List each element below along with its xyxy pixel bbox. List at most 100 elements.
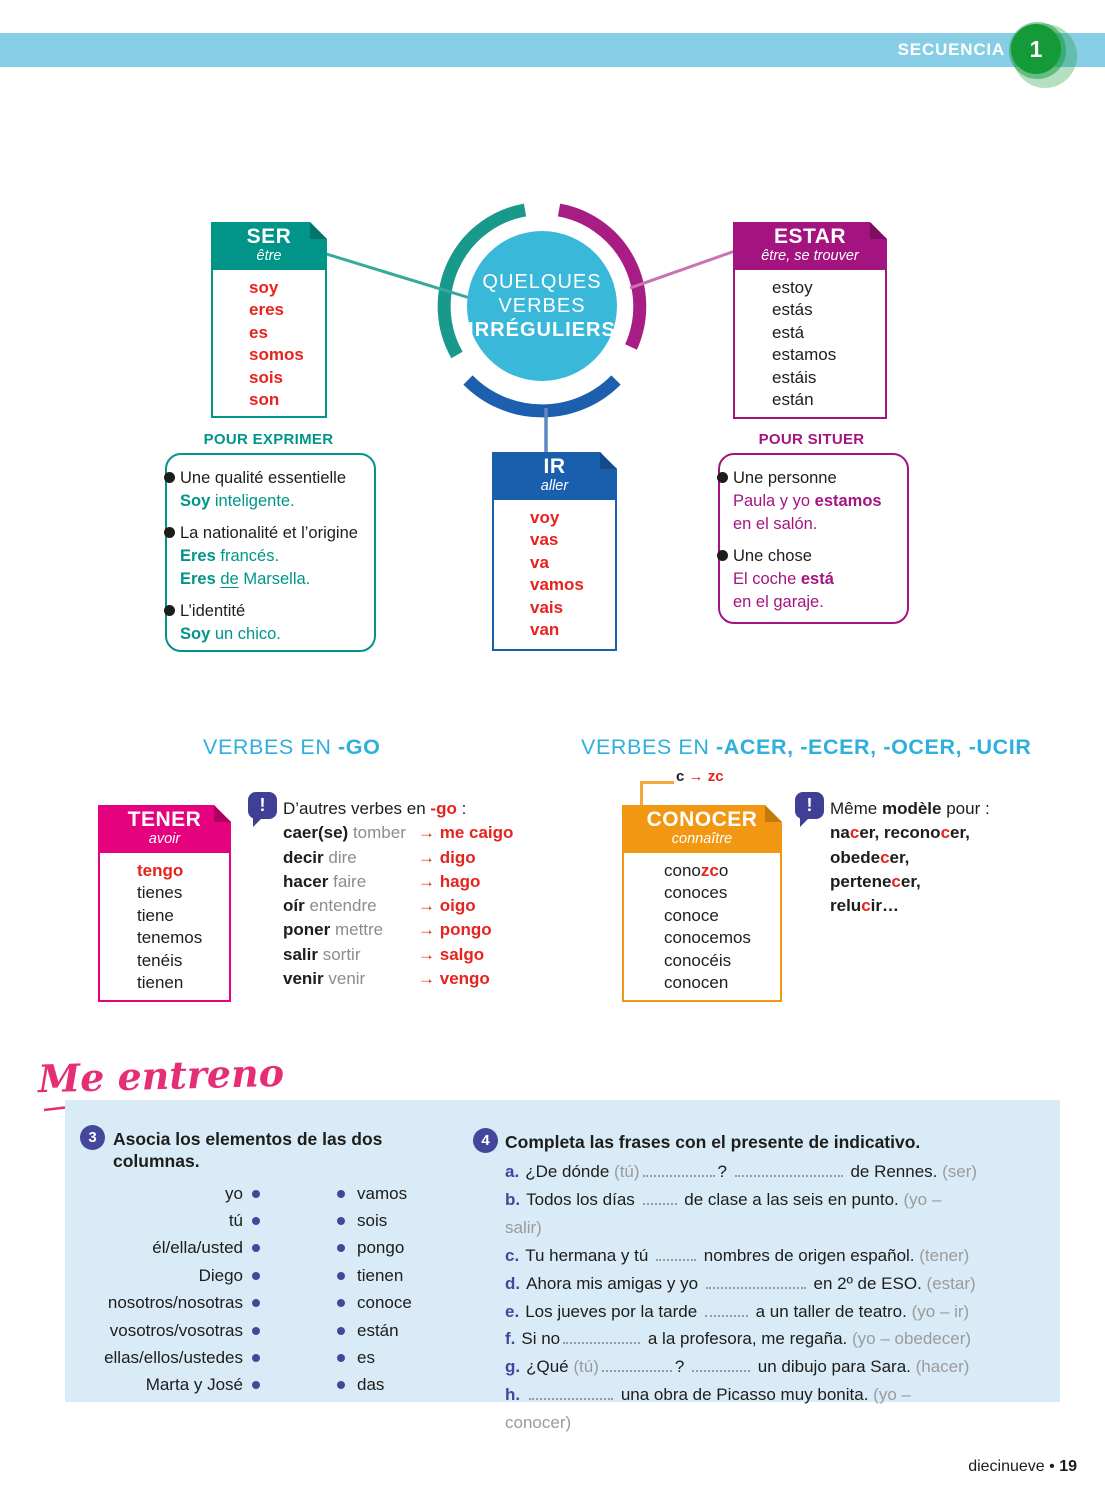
pronoun-label: ellas/ellos/ustedes [104,1348,243,1368]
verb-translation: être, se trouver [761,248,859,264]
pour-exprimer-label: POUR EXPRIMER [203,431,334,448]
verb-pair: venir venir [283,967,418,991]
spanish-verb: caer(se) [283,823,349,843]
yo-form: oigo [439,896,476,916]
text-segment: er, recono [859,823,941,843]
item-letter: f. [505,1329,516,1349]
bullet-dot-icon [164,605,175,616]
folded-corner [870,222,887,239]
yo-form: digo [439,847,476,867]
text-segment: eres [249,300,284,320]
verb-form: vas [530,529,615,551]
conjugated-result: → hago [418,870,573,894]
answer-blank [563,1329,641,1345]
conjugated-result: → me caigo [418,821,573,845]
text-segment: Marsella. [238,570,311,588]
pour-situer-label: POUR SITUER [758,431,865,448]
verb-row: venir venir → vengo [283,967,573,991]
verb-title: CONOCER [646,808,758,831]
verb-box-conocer: CONOCER connaître conozco conoces conoce co… [622,805,782,1002]
text-segment: un dibujo para Sara. [753,1357,916,1377]
yo-form: vengo [439,969,490,989]
same-model-verb-line: pertenecer, [830,870,1060,894]
answer-blank [705,1274,806,1289]
verb-row: poner mettre → pongo [283,918,573,942]
text-segment: (hacer) [915,1357,970,1377]
answer-blank [601,1357,672,1373]
conjugated-result: → oigo [418,894,573,918]
sequence-label: SECUENCIA [897,40,1005,59]
text-segment: c [940,823,951,843]
verb-forms: conozco conoces conoce conocemos conocéis con… [624,853,780,994]
verb-form: vamos [530,574,615,596]
match-row: ellas/ellos/ustedes es [85,1344,412,1371]
verb-form: conoce [664,905,780,927]
same-model-verb-line: relucir… [830,894,1060,918]
item-letter: d. [505,1273,521,1293]
usage-example: en el salón. [733,513,907,536]
text-segment: tienen [137,973,184,993]
usage-example: El coche está [733,568,907,591]
text-segment: tenemos [137,928,203,948]
matching-columns: yo vamos tú sois él/ella/usted pongo Diego tien… [85,1180,412,1399]
usage-item: Une chose El coche está en el garaje. [717,545,907,614]
text-segment: er, [889,847,910,867]
text-segment: tenéis [137,950,183,970]
pronoun-label: nosotros/nosotras [107,1293,243,1313]
pronoun-label: él/ella/usted [152,1238,243,1258]
usage-item-title: L’identité [180,602,246,620]
verb-row: salir sortir → salgo [283,943,573,967]
arrow-icon: → [418,896,440,916]
verb-box-header: ESTAR être, se trouver [733,222,887,270]
usage-item: L’identité Soy un chico. [164,600,374,646]
text-segment: D’autres verbes en [283,799,431,818]
heading-normal: VERBES EN [203,735,339,759]
verb-row: hacer faire → hago [283,870,573,894]
go-verbs-note: D’autres verbes en -go : caer(se) tomber →… [283,797,573,991]
text-segment: c [849,823,860,843]
verb-forms: soy eres es somos sois son [213,270,325,411]
text-segment: (yo – obedecer) [851,1329,972,1349]
arrow-icon: → [418,847,440,867]
verb-form: conoces [664,882,780,904]
usage-item: Une qualité essentielle Soy inteligente. [164,467,374,513]
match-row: nosotros/nosotras conoce [85,1290,412,1317]
verb-forms: estoy estás está estamos estáis están [735,270,885,411]
sentence-item: b. Todos los días de clase a las seis en … [505,1186,980,1242]
ser-connector-line [322,251,471,300]
exclamation-icon: ! [248,792,277,827]
verb-form-label: están [357,1320,399,1340]
sentence-item: g. ¿Qué (tú)? un dibujo para Sara. (hacer… [505,1353,980,1381]
text-segment: sois [249,367,284,387]
text-segment: estoy [772,278,813,297]
usage-item-title: Une personne [733,469,837,487]
exercise-3-number: 3 [80,1125,105,1150]
text-segment: ir… [870,896,899,916]
folded-corner [600,452,617,469]
sentence-item: f. Si no a la profesora, me regaña. (yo –… [505,1325,980,1353]
folded-corner [765,805,782,822]
french-translation: mettre [330,920,384,940]
match-dot-icon [252,1326,260,1335]
spanish-verb: salir [283,944,318,964]
verb-form: conocéis [664,950,780,972]
verb-form-label: conoce [357,1293,412,1313]
page-footer: diecinueve • 19 [968,1458,1077,1476]
text-segment: → [688,768,708,785]
verb-form: sois [249,367,325,389]
verb-form: va [530,552,615,574]
text-segment: estás [772,300,813,320]
text-segment: (estar) [926,1273,976,1293]
verbes-en-go-heading: VERBES EN -GO [203,735,380,760]
verb-form: estás [772,299,885,321]
center-title-line: QUELQUES [482,271,602,293]
sentence-item: c. Tu hermana y tú nombres de origen espa… [505,1242,980,1270]
text-segment: conoce [664,905,719,925]
text-segment: -go [430,799,457,818]
text-segment: soy [249,278,279,297]
verb-form: eres [249,299,325,321]
text-segment: Los jueves por la tarde [525,1301,702,1321]
verb-form: voy [530,507,615,529]
folded-corner [214,805,231,822]
